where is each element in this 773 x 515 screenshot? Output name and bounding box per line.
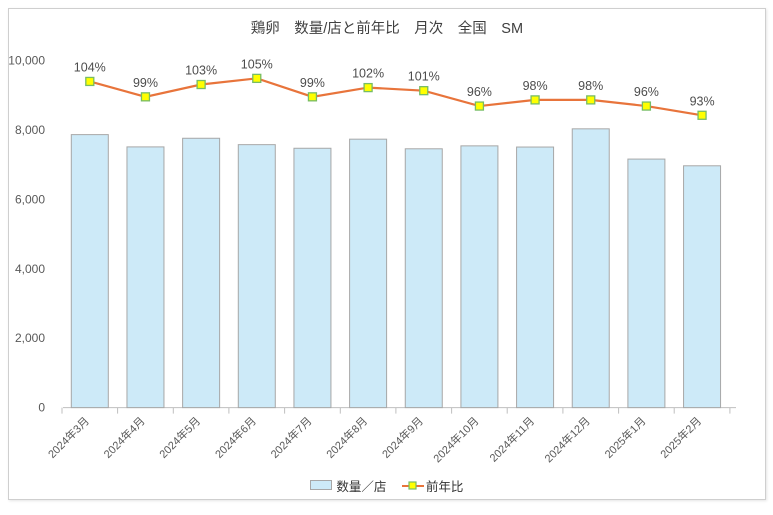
svg-text:96%: 96% <box>467 85 492 99</box>
svg-text:105%: 105% <box>241 57 273 71</box>
svg-text:2024年3月: 2024年3月 <box>45 414 92 461</box>
svg-text:2025年2月: 2025年2月 <box>657 414 704 461</box>
svg-text:6,000: 6,000 <box>15 193 45 207</box>
svg-text:0: 0 <box>38 401 45 415</box>
svg-text:98%: 98% <box>578 79 603 93</box>
svg-text:2024年4月: 2024年4月 <box>101 414 148 461</box>
svg-text:2024年11月: 2024年11月 <box>486 414 537 465</box>
svg-text:93%: 93% <box>690 94 715 108</box>
svg-text:2024年9月: 2024年9月 <box>379 414 426 461</box>
svg-text:96%: 96% <box>634 85 659 99</box>
svg-text:104%: 104% <box>74 60 106 74</box>
svg-text:99%: 99% <box>133 76 158 90</box>
svg-text:4,000: 4,000 <box>15 262 45 276</box>
svg-text:103%: 103% <box>185 64 217 78</box>
svg-text:99%: 99% <box>300 76 325 90</box>
svg-text:2024年5月: 2024年5月 <box>156 414 203 461</box>
svg-text:2024年10月: 2024年10月 <box>430 414 481 465</box>
svg-text:2024年12月: 2024年12月 <box>541 414 592 465</box>
svg-text:2024年7月: 2024年7月 <box>267 414 314 461</box>
svg-text:102%: 102% <box>352 67 384 81</box>
svg-text:98%: 98% <box>523 79 548 93</box>
svg-text:2,000: 2,000 <box>15 331 45 345</box>
svg-text:2025年1月: 2025年1月 <box>601 414 648 461</box>
svg-text:10,000: 10,000 <box>8 54 45 68</box>
svg-text:101%: 101% <box>408 70 440 84</box>
svg-text:2024年8月: 2024年8月 <box>323 414 370 461</box>
svg-text:2024年6月: 2024年6月 <box>212 414 259 461</box>
svg-text:8,000: 8,000 <box>15 123 45 137</box>
